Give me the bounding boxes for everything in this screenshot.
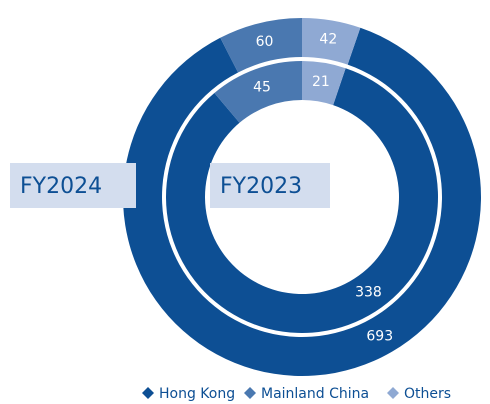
ring-label-box: [10, 163, 136, 208]
ring-label: FY2023: [220, 174, 302, 199]
value-label: 338: [355, 285, 382, 301]
legend-swatch: [387, 387, 399, 399]
donut-segment: [220, 18, 302, 73]
donut-segment: [166, 68, 438, 333]
donut-segment: [302, 18, 361, 65]
donut-segment: [302, 61, 346, 106]
legend-swatch: [244, 387, 256, 399]
value-label: 693: [366, 328, 393, 344]
legend-label: Others: [404, 386, 451, 402]
legend-label: Hong Kong: [159, 386, 235, 402]
value-label: 21: [312, 74, 330, 90]
ring-label-box: [210, 163, 330, 208]
value-label: 42: [319, 32, 337, 48]
legend-swatch: [142, 387, 154, 399]
ring-label: FY2024: [20, 174, 102, 199]
donut-segment: [214, 61, 302, 123]
ring-separator: [162, 57, 442, 337]
value-label: 45: [253, 80, 271, 96]
value-label: 60: [256, 34, 274, 50]
legend-label: Mainland China: [261, 386, 369, 402]
